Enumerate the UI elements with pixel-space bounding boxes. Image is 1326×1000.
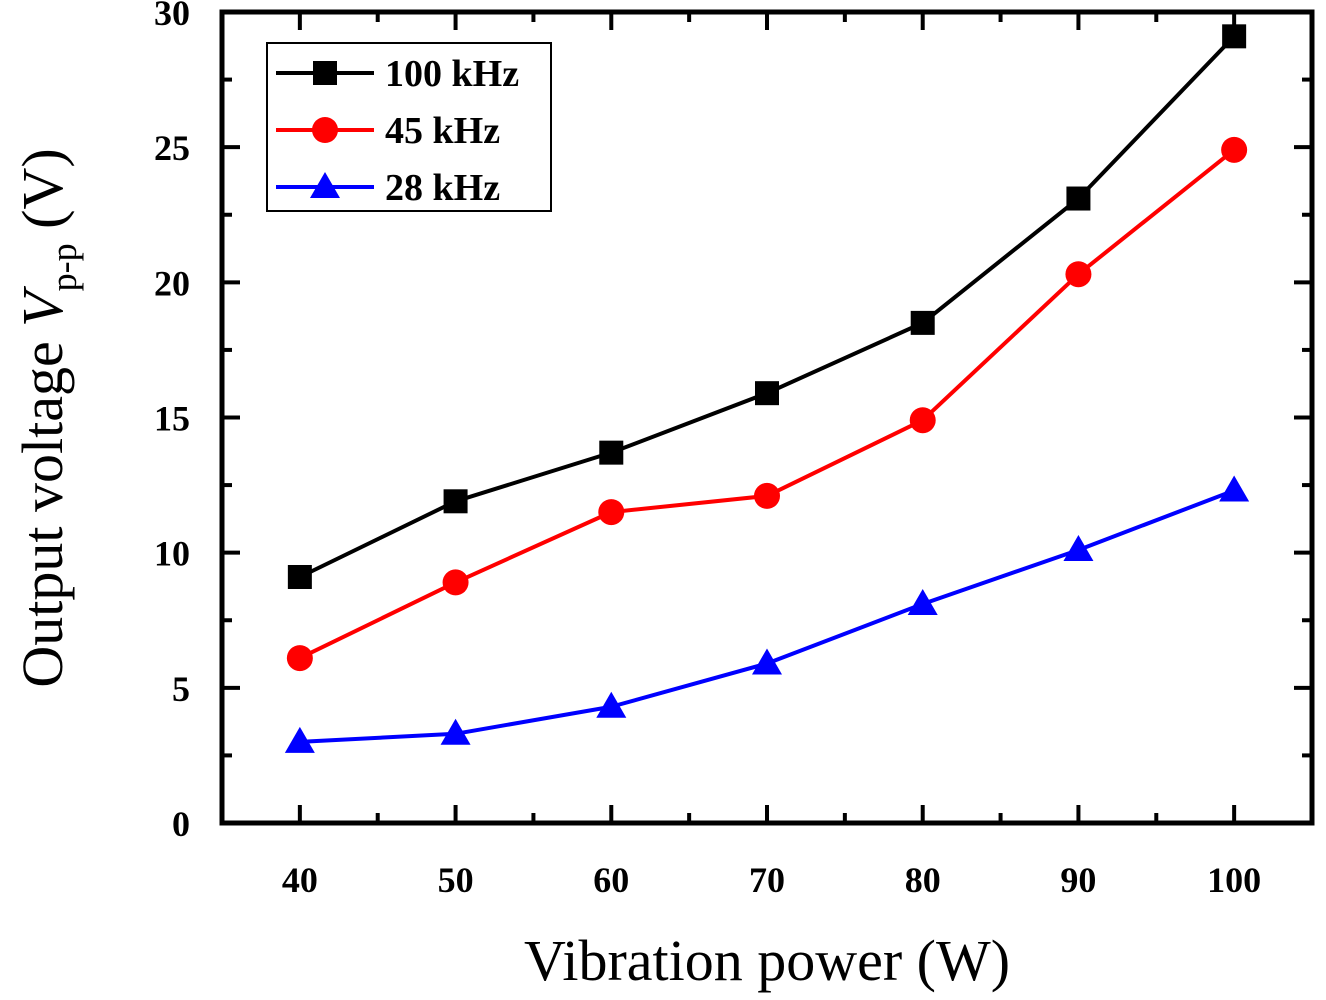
y-tick-label: 30 bbox=[154, 0, 190, 33]
data-point bbox=[598, 499, 625, 526]
legend-entry: 28 kHz bbox=[276, 167, 500, 209]
tick-labels: 40 50 60 70 80 90 100 0 5 10 15 20 25 30 bbox=[154, 0, 1261, 900]
y-tick-label: 25 bbox=[154, 128, 190, 168]
data-point bbox=[440, 718, 471, 745]
x-tick-label: 50 bbox=[438, 860, 474, 900]
y-tick-label: 0 bbox=[172, 804, 190, 844]
series-0 bbox=[287, 24, 1247, 589]
series-2 bbox=[284, 475, 1250, 753]
legend: 100 kHz 45 kHz 28 kHz bbox=[266, 42, 552, 212]
series-line bbox=[299, 488, 1235, 744]
x-axis-title: Vibration power (W) bbox=[524, 928, 1010, 993]
series-1 bbox=[286, 136, 1248, 672]
data-point bbox=[1066, 186, 1091, 211]
x-tick-label: 100 bbox=[1207, 860, 1261, 900]
x-tick-label: 70 bbox=[749, 860, 785, 900]
data-point bbox=[910, 310, 935, 335]
legend-label: 100 kHz bbox=[385, 53, 519, 95]
data-point bbox=[907, 589, 938, 616]
y-tick-label: 15 bbox=[154, 399, 190, 439]
data-point bbox=[443, 489, 468, 514]
x-tick-label: 60 bbox=[593, 860, 629, 900]
legend-label: 45 kHz bbox=[385, 110, 500, 152]
y-tick-label: 10 bbox=[154, 534, 190, 574]
data-point bbox=[1222, 24, 1247, 49]
x-tick-label: 90 bbox=[1060, 860, 1096, 900]
y-tick-label: 5 bbox=[172, 669, 190, 709]
data-point bbox=[442, 569, 469, 596]
data-point bbox=[752, 648, 782, 675]
data-point bbox=[754, 482, 780, 509]
axis-ticks bbox=[222, 10, 1312, 825]
data-point bbox=[1063, 534, 1094, 561]
y-axis-title: Output voltage Vp-p (V) bbox=[10, 148, 84, 687]
data-point bbox=[1065, 261, 1092, 288]
data-point bbox=[284, 726, 315, 753]
data-point bbox=[1221, 136, 1248, 163]
legend-marker bbox=[313, 61, 337, 85]
legend-marker bbox=[310, 172, 340, 198]
legend-entry: 45 kHz bbox=[276, 110, 500, 152]
data-point bbox=[909, 407, 936, 434]
y-tick-label: 20 bbox=[154, 263, 190, 303]
legend-label: 28 kHz bbox=[385, 167, 500, 209]
data-point bbox=[1219, 475, 1250, 502]
data-point bbox=[755, 381, 779, 406]
data-point bbox=[596, 691, 627, 718]
data-point bbox=[287, 564, 312, 589]
x-tick-label: 80 bbox=[905, 860, 941, 900]
data-point bbox=[599, 440, 624, 465]
x-tick-label: 40 bbox=[282, 860, 318, 900]
legend-entry: 100 kHz bbox=[276, 53, 519, 95]
data-point bbox=[286, 645, 313, 672]
series-layer bbox=[284, 24, 1250, 753]
legend-marker bbox=[312, 117, 338, 143]
